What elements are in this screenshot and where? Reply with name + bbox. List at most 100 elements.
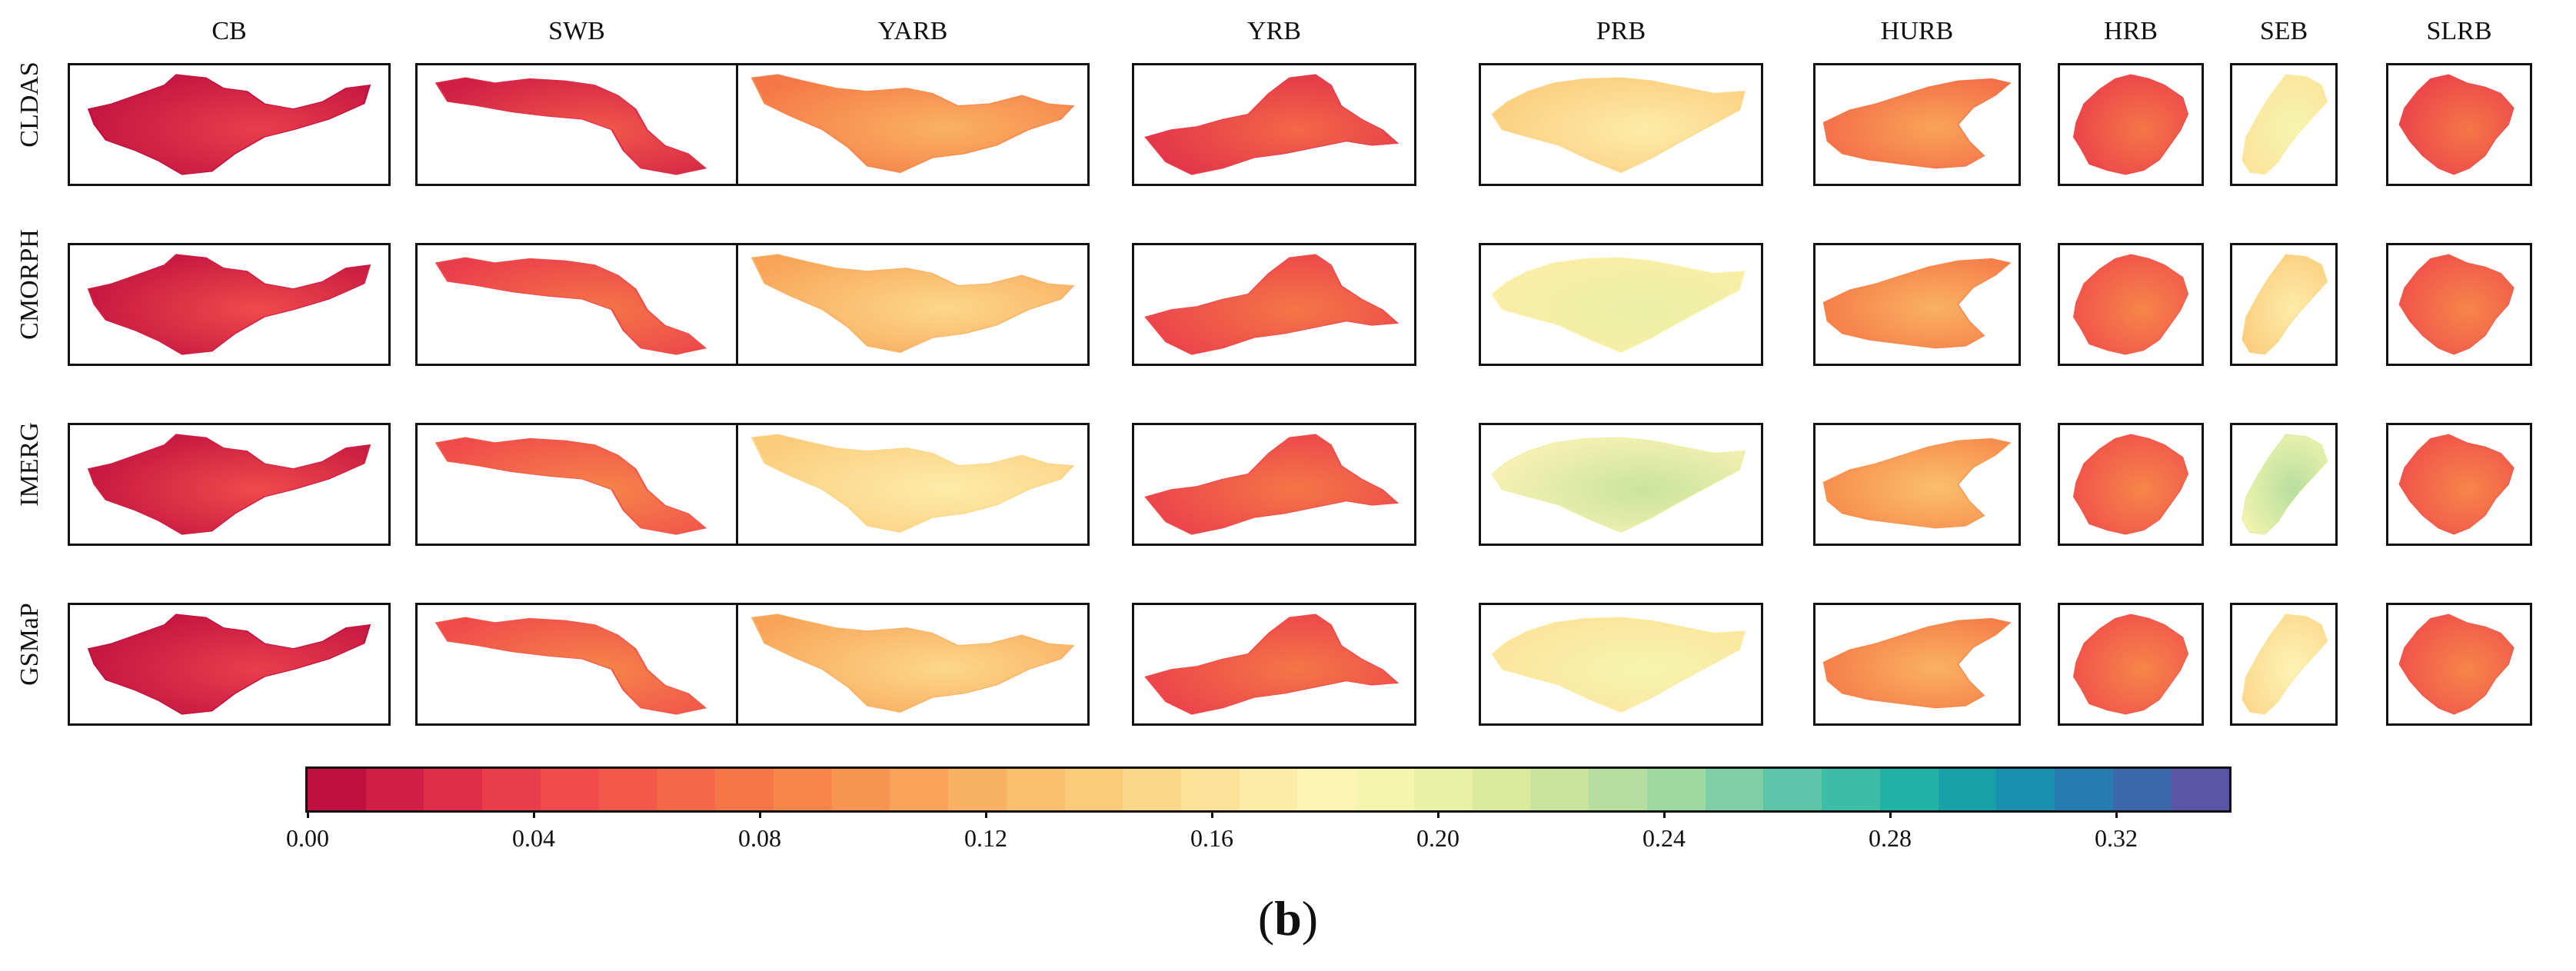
colorbar-tick-label: 0.32	[2095, 824, 2138, 852]
colorbar-bin	[1763, 769, 1822, 810]
row-label-imerg: IMERG	[15, 422, 44, 507]
basin-map	[434, 77, 707, 175]
basin-shape	[2398, 434, 2514, 535]
colorbar-bin	[1822, 769, 1880, 810]
caption-open-paren: (	[1257, 891, 1275, 946]
colorbar-bin	[1297, 769, 1356, 810]
basin-map	[2072, 614, 2189, 715]
column-title-seb: SEB	[2259, 17, 2308, 45]
basin-map	[1144, 614, 1399, 715]
colorbar-tick-label: 0.28	[1869, 824, 1912, 852]
colorbar-bin	[1530, 769, 1589, 810]
basin-shape	[2242, 74, 2328, 175]
colorbar-bin	[890, 769, 949, 810]
basin-map	[2072, 254, 2189, 355]
colorbar-bin	[1123, 769, 1182, 810]
map-panel-imerg-prb	[1479, 423, 1763, 546]
map-panel-gsmap-yarb	[736, 603, 1090, 726]
basin-map	[1491, 617, 1746, 713]
colorbar-bin	[1064, 769, 1123, 810]
basin-map	[2398, 614, 2514, 715]
basin-shape	[1822, 437, 2012, 529]
colorbar-bin	[598, 769, 657, 810]
map-panel-gsmap-hurb	[1813, 603, 2021, 726]
map-panel-cmorph-yarb	[736, 243, 1090, 366]
basin-map	[751, 614, 1075, 713]
basin-map	[2398, 74, 2514, 175]
basin-shape	[87, 254, 371, 355]
colorbar-bin	[1646, 769, 1706, 810]
colorbar-bin	[1413, 769, 1473, 810]
colorbar-bin	[1996, 769, 2055, 810]
colorbar-bin	[831, 769, 890, 810]
basin-shape	[1144, 614, 1399, 715]
map-panel-imerg-yarb	[736, 423, 1090, 546]
basin-map	[87, 434, 371, 535]
colorbar-bin	[1356, 769, 1414, 810]
map-panel-cldas-swb	[415, 63, 738, 186]
basin-shape	[751, 614, 1075, 713]
row-label-cmorph: CMORPH	[15, 229, 44, 340]
basin-map	[751, 434, 1075, 533]
map-panel-cmorph-yrb	[1132, 243, 1416, 366]
basin-map	[2398, 434, 2514, 535]
basin-map	[2072, 74, 2189, 175]
colorbar-tick	[2115, 810, 2118, 818]
basin-shape	[1822, 78, 2012, 169]
map-panel-cldas-cb	[68, 63, 391, 186]
caption-letter: b	[1274, 891, 1302, 946]
map-panel-cmorph-slrb	[2386, 243, 2532, 366]
basin-shape	[87, 74, 371, 175]
basin-shape	[434, 617, 707, 715]
basin-map	[434, 437, 707, 535]
basin-map	[1822, 78, 2012, 169]
basin-shape	[2398, 254, 2514, 355]
basin-shape	[1144, 434, 1399, 535]
basin-map	[1144, 254, 1399, 355]
colorbar-tick-label: 0.20	[1416, 824, 1459, 852]
basin-map	[1822, 437, 2012, 529]
colorbar-tick	[1436, 810, 1439, 818]
basin-map	[1491, 437, 1746, 534]
basin-shape	[1822, 258, 2012, 349]
colorbar-tick	[1889, 810, 1892, 818]
basin-shape	[2072, 254, 2189, 355]
column-title-yrb: YRB	[1247, 17, 1301, 45]
map-panel-gsmap-seb	[2230, 603, 2338, 726]
basin-shape	[1491, 257, 1746, 354]
basin-shape	[1144, 74, 1399, 175]
column-title-hurb: HURB	[1880, 17, 1954, 45]
colorbar-bin	[365, 769, 424, 810]
basin-shape	[1491, 617, 1746, 713]
map-panel-cmorph-hurb	[1813, 243, 2021, 366]
map-panel-cmorph-cb	[68, 243, 391, 366]
basin-shape	[751, 434, 1075, 533]
basin-map	[1144, 434, 1399, 535]
map-panel-imerg-seb	[2230, 423, 2338, 546]
map-panel-imerg-slrb	[2386, 423, 2532, 546]
map-panel-gsmap-hrb	[2058, 603, 2204, 726]
basin-map	[2242, 74, 2328, 175]
map-panel-cldas-seb	[2230, 63, 2338, 186]
colorbar-bin	[2112, 769, 2172, 810]
basin-shape	[87, 614, 371, 715]
map-panel-cmorph-hrb	[2058, 243, 2204, 366]
basin-map	[1822, 617, 2012, 709]
basin-map	[2242, 614, 2328, 715]
basin-shape	[751, 254, 1075, 353]
map-panel-cldas-hurb	[1813, 63, 2021, 186]
map-panel-gsmap-swb	[415, 603, 738, 726]
basin-shape	[2242, 254, 2328, 355]
column-title-prb: PRB	[1596, 17, 1646, 45]
basin-shape	[2242, 434, 2328, 535]
basin-map	[1491, 257, 1746, 354]
colorbar-tick-label: 0.12	[964, 824, 1007, 852]
column-title-hrb: HRB	[2104, 17, 2158, 45]
basin-map	[1822, 258, 2012, 349]
basin-map	[2072, 434, 2189, 535]
basin-shape	[1491, 437, 1746, 534]
basin-shape	[1144, 254, 1399, 355]
map-panel-cmorph-seb	[2230, 243, 2338, 366]
colorbar-bin	[1181, 769, 1240, 810]
